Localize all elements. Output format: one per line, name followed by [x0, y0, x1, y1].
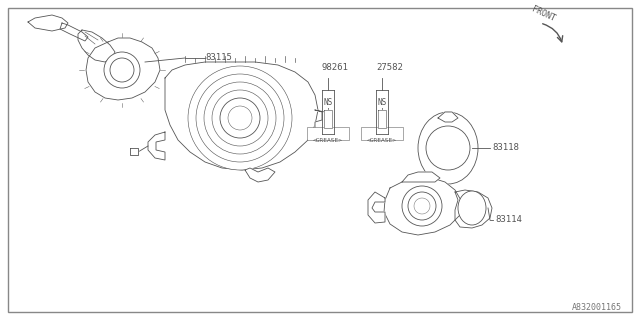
FancyBboxPatch shape — [361, 127, 403, 140]
Circle shape — [408, 192, 436, 220]
Ellipse shape — [418, 112, 478, 184]
Text: FRONT: FRONT — [530, 4, 556, 23]
Text: 98261: 98261 — [322, 63, 349, 72]
Polygon shape — [28, 15, 68, 31]
Ellipse shape — [458, 191, 486, 225]
Text: 83114: 83114 — [495, 215, 522, 225]
Polygon shape — [384, 178, 462, 235]
Text: A832001165: A832001165 — [572, 302, 622, 311]
Polygon shape — [60, 23, 88, 41]
Polygon shape — [165, 62, 318, 170]
Text: NS: NS — [323, 98, 333, 107]
Circle shape — [204, 82, 276, 154]
Text: <GREASE>: <GREASE> — [313, 138, 343, 143]
Text: 83118: 83118 — [492, 143, 519, 153]
FancyBboxPatch shape — [307, 127, 349, 140]
Text: 27582: 27582 — [376, 63, 403, 72]
Polygon shape — [324, 110, 332, 128]
Circle shape — [414, 198, 430, 214]
Circle shape — [188, 66, 292, 170]
Circle shape — [402, 186, 442, 226]
Circle shape — [426, 126, 470, 170]
Circle shape — [220, 98, 260, 138]
Polygon shape — [402, 172, 440, 182]
Polygon shape — [315, 110, 330, 130]
Polygon shape — [130, 148, 138, 155]
Polygon shape — [86, 38, 160, 100]
Polygon shape — [245, 168, 275, 182]
Polygon shape — [148, 132, 165, 160]
Text: 83115: 83115 — [205, 53, 232, 62]
Text: <GREASE>: <GREASE> — [367, 138, 397, 143]
Circle shape — [196, 74, 284, 162]
Circle shape — [110, 58, 134, 82]
Polygon shape — [455, 190, 492, 228]
Polygon shape — [368, 192, 385, 223]
Circle shape — [104, 52, 140, 88]
Polygon shape — [78, 30, 115, 62]
Polygon shape — [378, 110, 386, 128]
Circle shape — [212, 90, 268, 146]
Circle shape — [228, 106, 252, 130]
Text: NS: NS — [378, 98, 387, 107]
Polygon shape — [438, 112, 458, 122]
